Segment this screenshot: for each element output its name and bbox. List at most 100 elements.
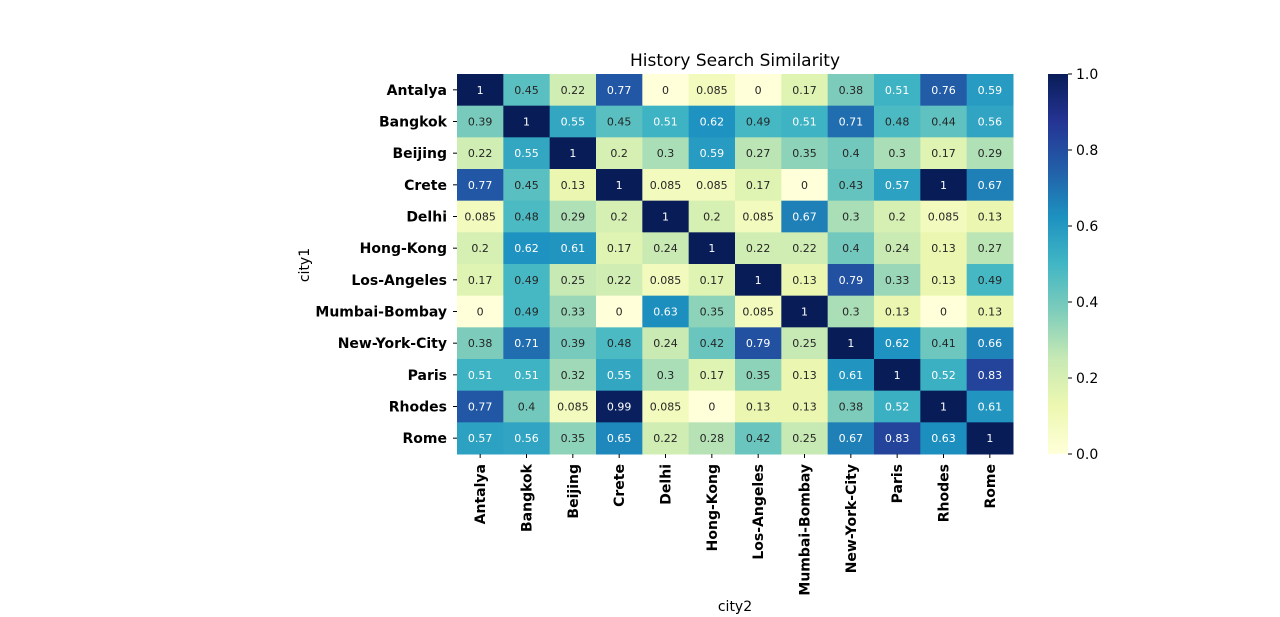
heatmap-cell [827,169,875,202]
heatmap-cell [457,390,504,423]
cell-value-label: 0.66 [978,337,1003,350]
cell-value-label: 0.43 [839,179,864,192]
heatmap-cell [503,105,551,138]
cell-value-label: 0.35 [561,432,586,445]
cell-value-label: 0.13 [885,306,910,319]
cell-value-label: 0.59 [978,84,1003,97]
heatmap-cell [735,264,782,297]
heatmap-cells: 1 0.45 0.22 0.77 0 0.085 0 0.17 0.38 0.51 0.76 0.59… [457,74,1014,455]
cell-value-label: 0.22 [607,274,632,287]
cell-value-label: 0.2 [610,211,628,224]
heatmap-cell [503,169,551,202]
cell-value-label: 1 [708,242,715,255]
row-tick-labels: Antalya Bangkok Beijing Crete Delhi Hong-Kong… [315,83,457,447]
cell-value-label: 0.085 [464,211,496,224]
cell-value-label: 0.13 [792,369,817,382]
heatmap-cell [642,422,690,455]
heatmap-cell [596,232,643,265]
cell-value-label: 0.38 [839,84,864,97]
heatmap-cell [920,74,968,107]
cell-value-label: 0.085 [650,401,682,414]
heatmap-cell [549,359,597,392]
cell-value-label: 1 [801,306,808,319]
cell-value-label: 0.62 [885,337,910,350]
cell-value-label: 0.22 [792,242,817,255]
cell-value-label: 0.2 [888,211,906,224]
heatmap-cell [503,327,551,360]
cell-value-label: 0.2 [471,242,489,255]
cell-value-label: 0.77 [607,84,632,97]
heatmap-cell [781,422,829,455]
cell-value-label: 0.085 [557,401,589,414]
heatmap-cell [688,390,736,423]
heatmap-cell [827,359,875,392]
cell-value-label: 0.51 [792,116,817,129]
row-tick-label: Bangkok [379,115,448,131]
cell-value-label: 0.51 [653,116,678,129]
cell-value-label: 0.3 [842,211,860,224]
heatmap-cell [735,105,782,138]
heatmap-cell [966,295,1014,328]
heatmap-cell [457,264,504,297]
heatmap-cell [457,105,504,138]
cell-value-label: 0.61 [978,401,1003,414]
cell-value-label: 0.17 [607,242,632,255]
cell-value-label: 0.79 [839,274,864,287]
cell-value-label: 0.55 [607,369,632,382]
cell-value-label: 0.3 [657,147,675,160]
heatmap-cell [688,105,736,138]
cell-value-label: 0.32 [561,369,586,382]
cell-value-label: 0.61 [561,242,586,255]
colorbar-tick-label: 0.4 [1076,295,1098,311]
heatmap-cell [966,264,1014,297]
heatmap-cell [874,422,921,455]
row-tick-label: Rhodes [389,400,447,416]
cell-value-label: 1 [569,147,576,160]
heatmap-cell [874,327,921,360]
cell-value-label: 0.35 [746,369,771,382]
heatmap-cell [596,264,643,297]
heatmap-cell [874,264,921,297]
cell-value-label: 1 [940,401,947,414]
heatmap-cell [920,200,968,233]
heatmap-cell [503,137,551,170]
cell-value-label: 0.61 [839,369,864,382]
cell-value-label: 0 [801,179,808,192]
row-tick-label: Mumbai-Bombay [315,305,447,321]
cell-value-label: 0.48 [885,116,910,129]
cell-value-label: 0.51 [885,84,910,97]
cell-value-label: 0.39 [468,116,493,129]
cell-value-label: 1 [477,84,484,97]
cell-value-label: 0.51 [468,369,493,382]
heatmap-cell [827,200,875,233]
cell-value-label: 0.085 [650,179,682,192]
chart-title: History Search Similarity [630,51,840,71]
cell-value-label: 0.17 [931,147,956,160]
cell-value-label: 0.13 [978,211,1003,224]
heatmap-cell [688,422,736,455]
colorbar-tick-label: 0.8 [1076,143,1098,159]
cell-value-label: 0.17 [700,274,725,287]
cell-value-label: 0.24 [653,242,678,255]
heatmap-cell [966,169,1014,202]
heatmap-cell [827,74,875,107]
heatmap-cell [827,105,875,138]
cell-value-label: 0.17 [746,179,771,192]
cell-value-label: 0.42 [700,337,725,350]
heatmap-cell [920,422,968,455]
cell-value-label: 0.38 [468,337,493,350]
heatmap-cell [920,295,968,328]
column-tick-label: Paris [890,464,906,503]
heatmap-cell [966,74,1014,107]
cell-value-label: 0.4 [842,242,860,255]
heatmap-cell [966,359,1014,392]
heatmap-cell [642,327,690,360]
cell-value-label: 0.42 [746,432,771,445]
cell-value-label: 0.65 [607,432,632,445]
heatmap-cell [874,105,921,138]
heatmap-cell [596,390,643,423]
heatmap-cell [642,264,690,297]
heatmap-cell [503,359,551,392]
heatmap-cell [596,137,643,170]
cell-value-label: 0.2 [703,211,721,224]
